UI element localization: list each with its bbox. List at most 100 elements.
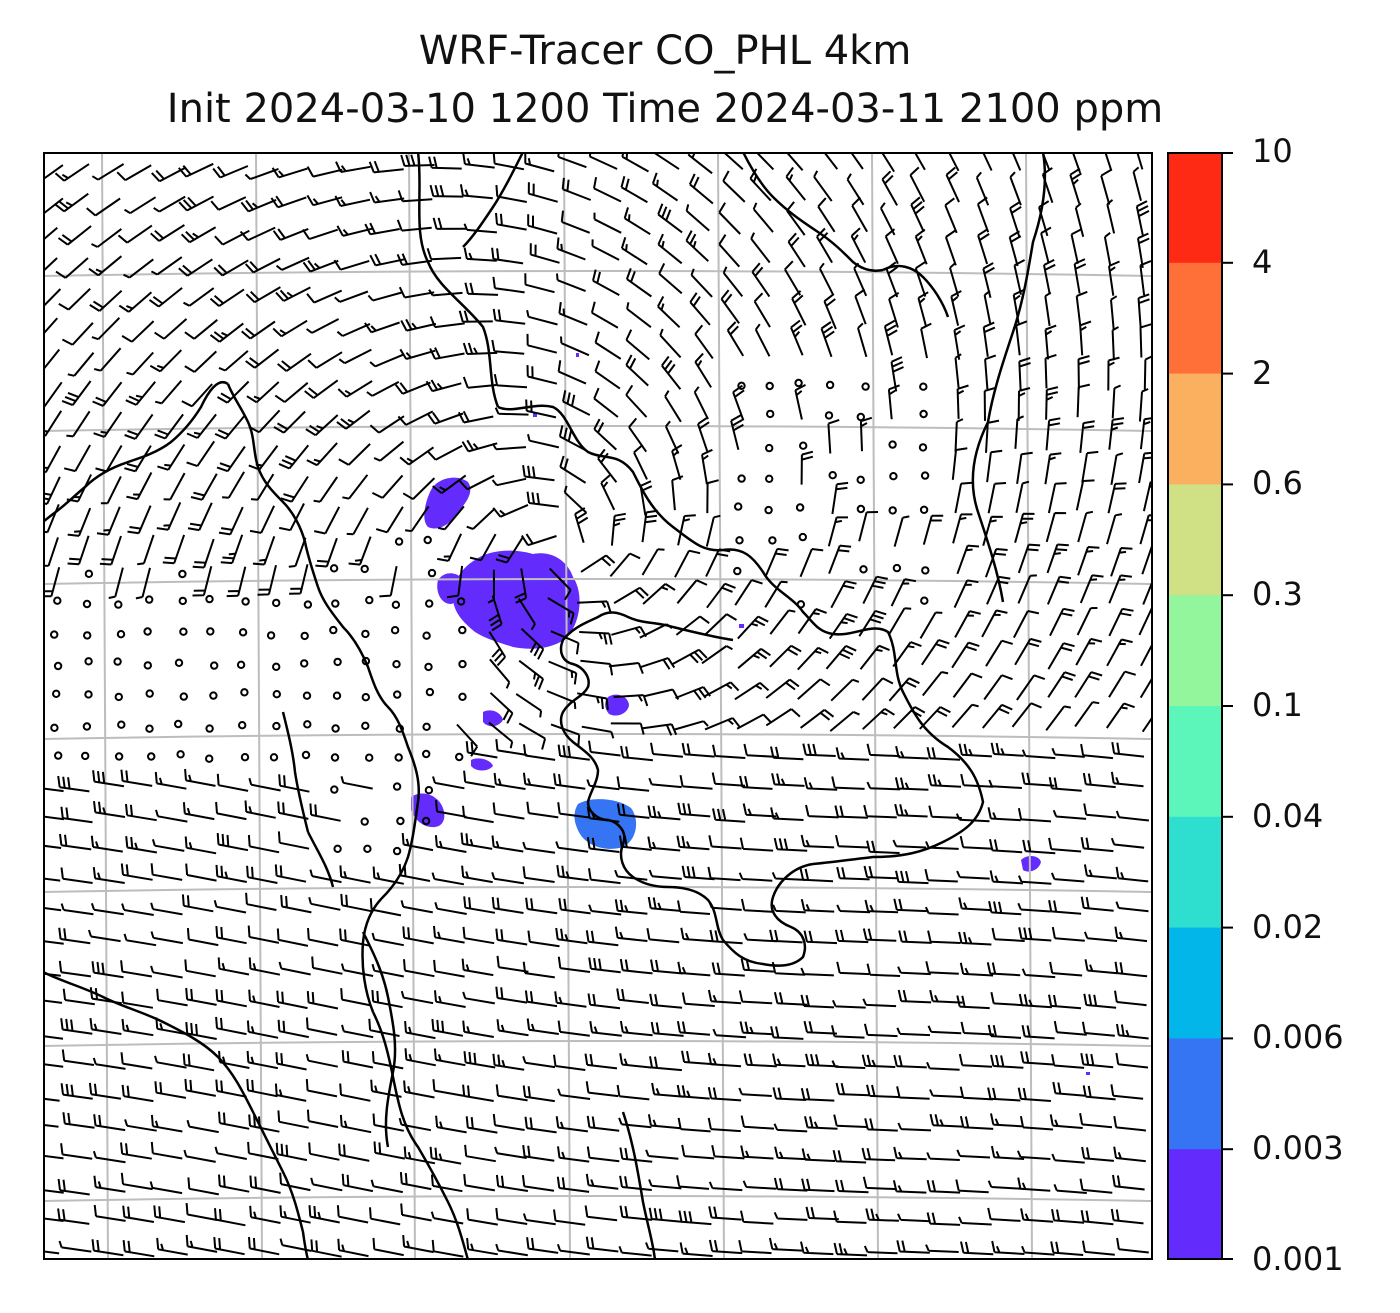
- wind-barb: [799, 548, 824, 578]
- wind-barb: [429, 184, 464, 198]
- wind-barb: [310, 1239, 342, 1258]
- calm-wind-circle: [54, 751, 63, 760]
- wind-barb: [829, 710, 860, 732]
- wind-barb: [1047, 671, 1076, 698]
- wind-barb: [987, 1024, 1022, 1039]
- wind-barb: [825, 644, 857, 670]
- calm-wind-circle: [824, 411, 834, 420]
- wind-barb: [927, 1025, 962, 1035]
- wind-barb: [1021, 968, 1056, 979]
- wind-barb: [616, 776, 650, 792]
- wind-barb: [61, 1049, 95, 1066]
- wind-barb: [187, 1177, 219, 1196]
- wind-barb: [495, 928, 528, 946]
- wind-barb: [526, 333, 558, 354]
- wind-barb: [958, 931, 992, 946]
- colorbar-bin: [1167, 816, 1222, 929]
- wind-barb: [1021, 1245, 1055, 1256]
- wind-barb: [982, 515, 1003, 546]
- wind-barb: [215, 801, 247, 821]
- calm-wind-circle: [209, 691, 218, 700]
- wind-barb: [616, 988, 649, 1004]
- wind-barb: [827, 516, 848, 547]
- wind-barb: [186, 413, 217, 439]
- wind-barb: [801, 1178, 835, 1193]
- wind-barb: [66, 474, 92, 503]
- wind-barb: [462, 805, 494, 824]
- wind-barb: [926, 1152, 960, 1161]
- wind-barb: [558, 898, 591, 915]
- wind-barb: [866, 963, 901, 977]
- wind-barb: [226, 566, 247, 598]
- wind-barb: [1132, 166, 1142, 202]
- wind-barb: [801, 1148, 836, 1162]
- wind-barb: [435, 800, 467, 818]
- calm-wind-circle: [799, 441, 808, 450]
- wind-barb: [187, 502, 213, 532]
- wind-barb: [278, 961, 311, 976]
- wind-barb: [278, 774, 310, 793]
- wind-barb: [43, 999, 63, 1004]
- calm-wind-circle: [333, 844, 342, 853]
- wind-barb: [216, 833, 249, 852]
- wind-barb: [1114, 926, 1148, 943]
- wind-barb: [557, 360, 587, 385]
- wind-barb: [1053, 1184, 1087, 1194]
- wind-barb: [1080, 743, 1114, 760]
- wind-barb: [554, 991, 587, 1008]
- wind-barb: [773, 837, 808, 852]
- wind-barb: [184, 350, 217, 373]
- calm-wind-circle: [425, 599, 434, 608]
- calm-wind-circle: [147, 752, 156, 761]
- wind-barb: [1045, 386, 1059, 420]
- wind-barb: [458, 474, 495, 491]
- wind-barb: [983, 290, 992, 325]
- wind-barb: [688, 173, 714, 205]
- wind-barb: [1115, 866, 1149, 883]
- wind-barb: [367, 291, 403, 302]
- wind-barb: [892, 1180, 927, 1194]
- wind-barb: [96, 506, 121, 536]
- wind-barb: [92, 381, 123, 407]
- calm-wind-circle: [240, 753, 250, 762]
- wind-barb: [217, 957, 250, 976]
- wind-barb: [521, 1174, 555, 1192]
- wind-barb: [827, 418, 840, 454]
- wind-barb: [1104, 152, 1113, 172]
- wind-barb: [489, 692, 514, 724]
- calm-wind-circle: [888, 506, 897, 515]
- wind-barb: [99, 535, 122, 566]
- wind-barb: [983, 674, 1013, 701]
- wind-barb: [244, 257, 281, 274]
- wind-barb: [858, 511, 879, 542]
- wind-barb: [184, 319, 218, 340]
- wind-barb: [1108, 417, 1125, 450]
- wind-barb: [59, 833, 92, 851]
- calm-wind-circle: [205, 724, 214, 733]
- wind-barb: [93, 411, 123, 438]
- wind-barb: [1077, 510, 1094, 543]
- wind-barb: [983, 386, 996, 421]
- wind-barb: [215, 989, 247, 1008]
- wind-barb: [1040, 226, 1052, 263]
- wind-barb: [246, 1050, 279, 1070]
- wind-barb: [802, 743, 836, 757]
- wind-barb: [740, 1115, 775, 1130]
- wind-barb: [557, 1088, 591, 1100]
- wind-barb: [1106, 513, 1123, 545]
- calm-wind-circle: [206, 627, 215, 636]
- wind-barb: [150, 902, 183, 916]
- wind-barb: [43, 1154, 64, 1160]
- wind-barb: [800, 994, 835, 1009]
- wind-barb: [925, 841, 959, 850]
- plume-mid-2: [471, 758, 493, 771]
- wind-barb: [271, 167, 308, 179]
- wind-barb: [772, 1087, 807, 1101]
- wind-barb: [738, 1239, 772, 1255]
- calm-wind-circle: [143, 627, 152, 636]
- wind-barb: [956, 1149, 991, 1159]
- wind-barb: [400, 1203, 432, 1222]
- wind-barb: [1048, 777, 1082, 792]
- wind-barb: [89, 987, 122, 1005]
- wind-barb: [156, 1237, 188, 1256]
